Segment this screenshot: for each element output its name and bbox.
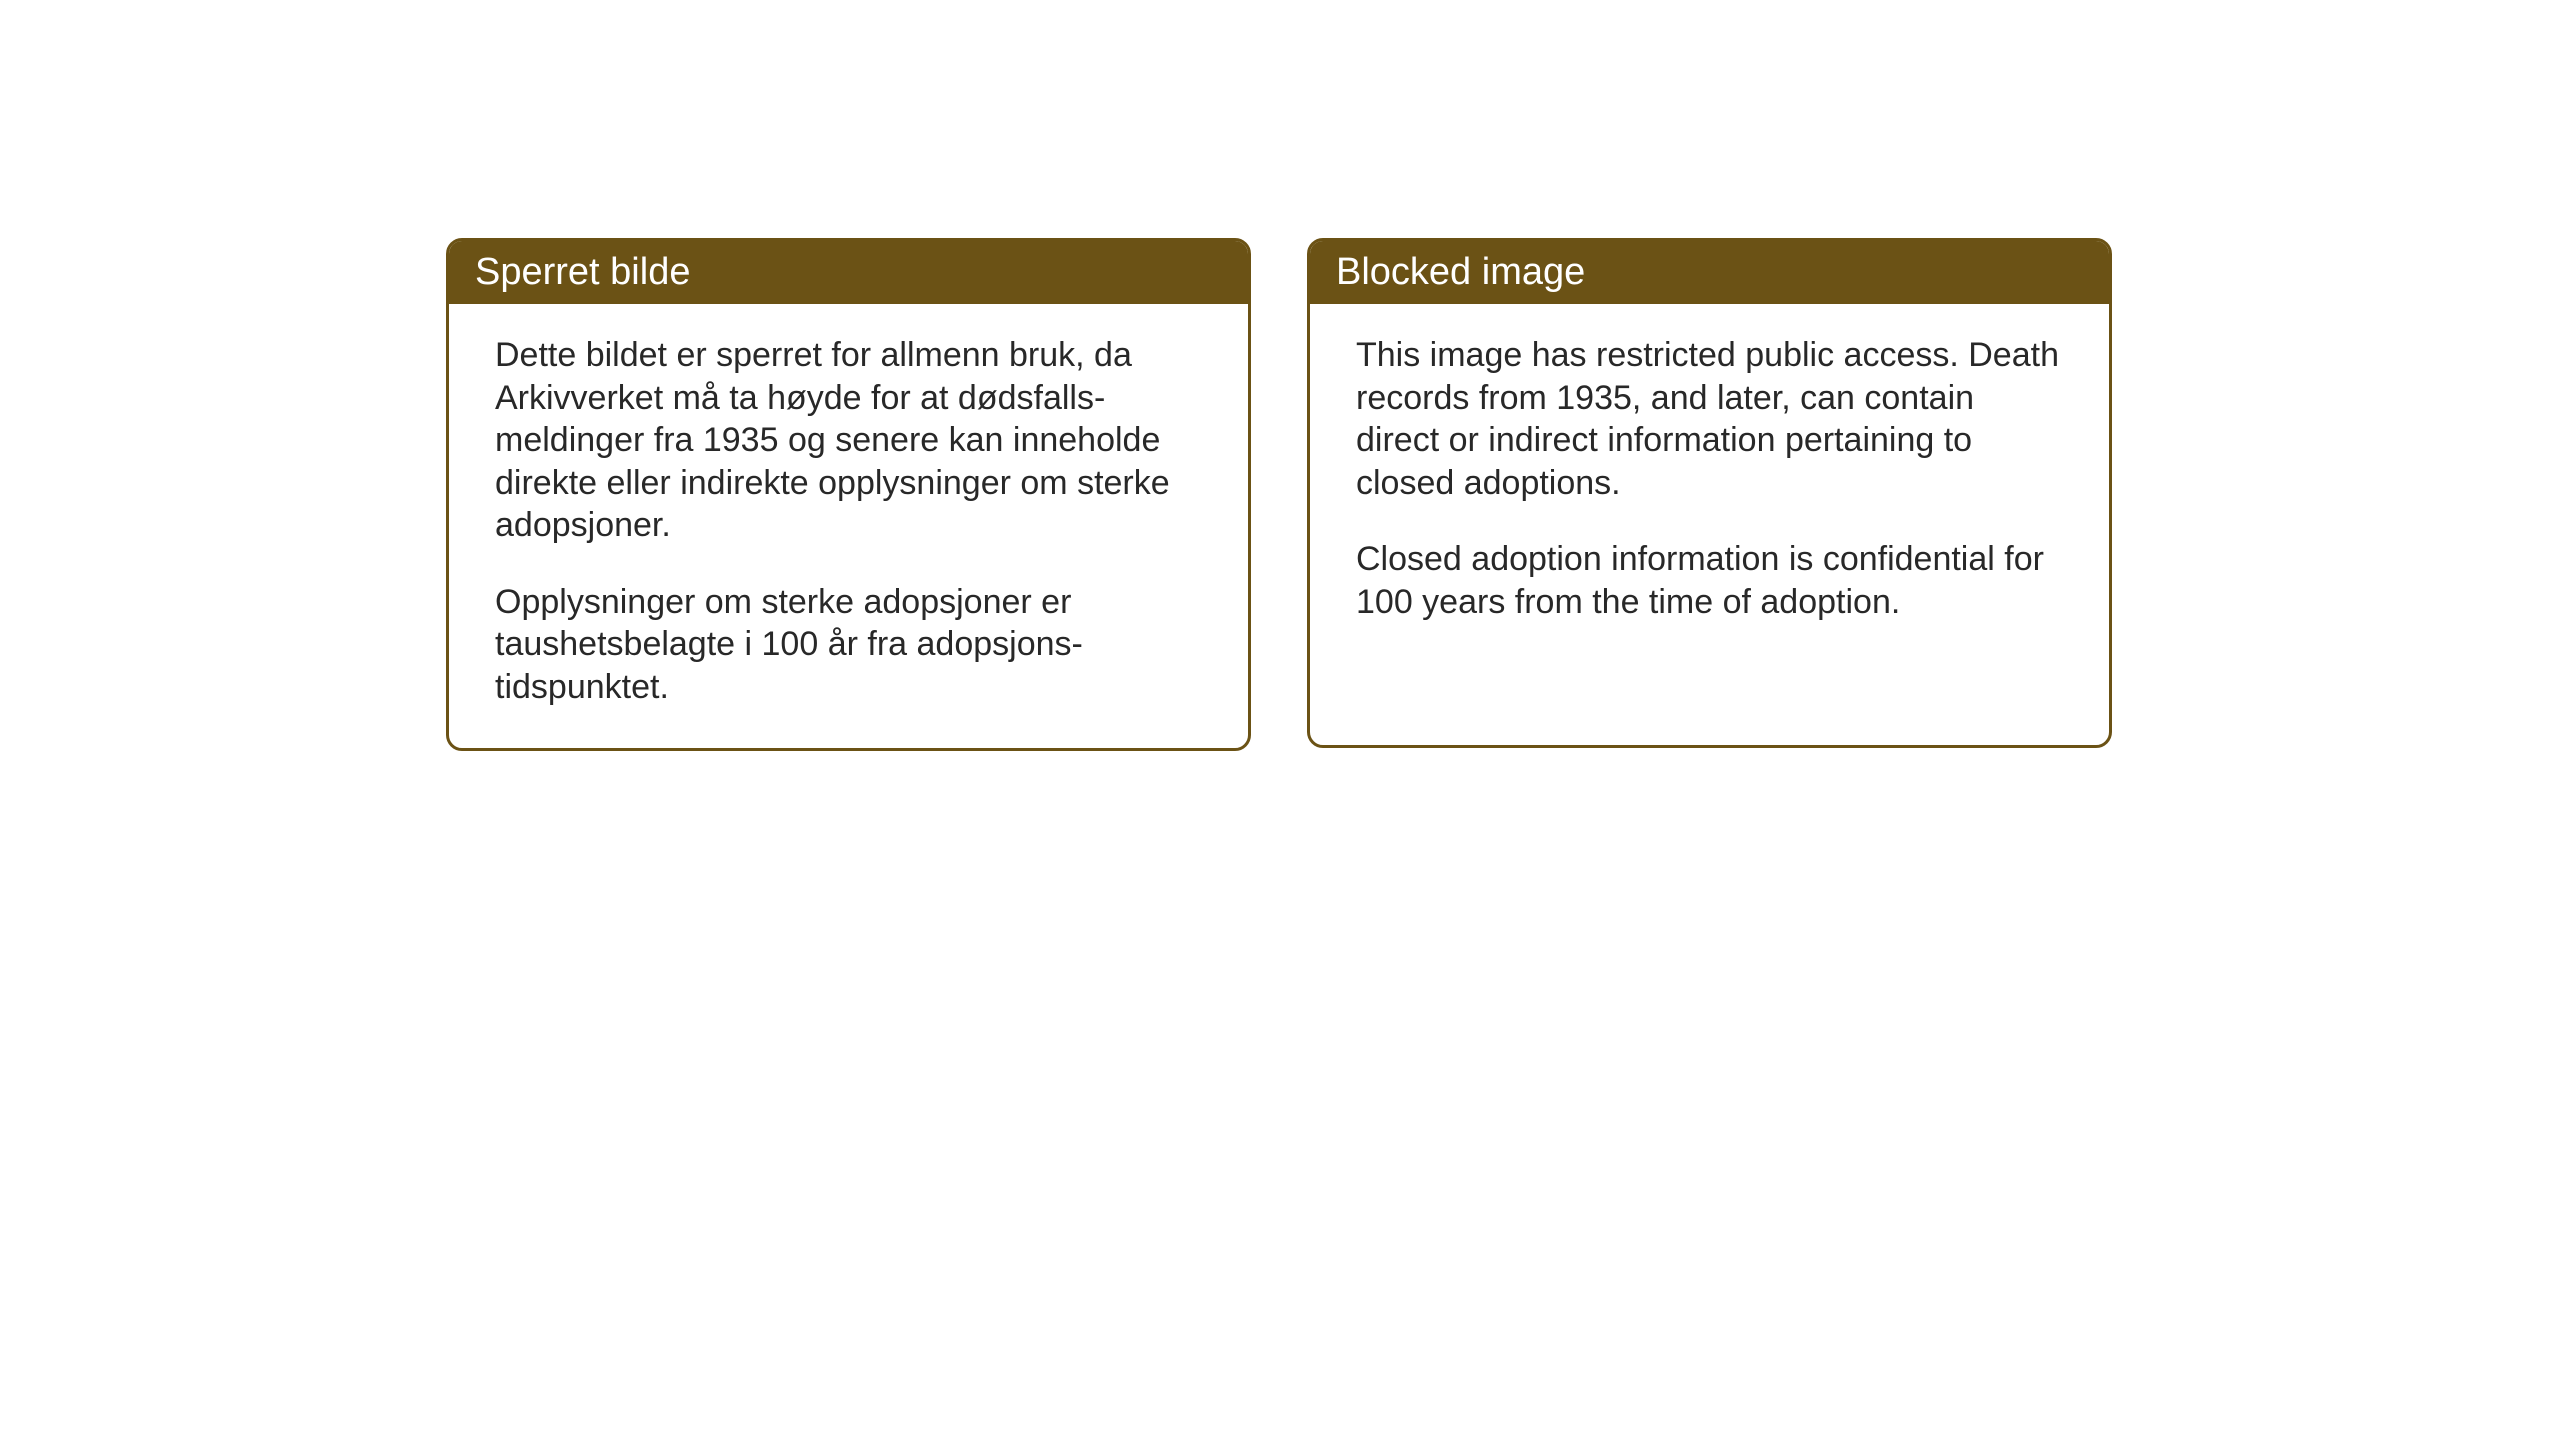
notice-card-norwegian: Sperret bilde Dette bildet er sperret fo… [446, 238, 1251, 751]
card-title-english: Blocked image [1336, 251, 1585, 293]
card-title-norwegian: Sperret bilde [475, 251, 690, 293]
card-header-norwegian: Sperret bilde [449, 241, 1248, 304]
notice-container: Sperret bilde Dette bildet er sperret fo… [446, 238, 2112, 751]
card-body-norwegian: Dette bildet er sperret for allmenn bruk… [449, 304, 1248, 748]
card-para1-english: This image has restricted public access.… [1356, 334, 2063, 504]
card-header-english: Blocked image [1310, 241, 2109, 304]
card-para1-norwegian: Dette bildet er sperret for allmenn bruk… [495, 334, 1202, 547]
notice-card-english: Blocked image This image has restricted … [1307, 238, 2112, 748]
card-body-english: This image has restricted public access.… [1310, 304, 2109, 663]
card-para2-norwegian: Opplysninger om sterke adopsjoner er tau… [495, 581, 1202, 709]
card-para2-english: Closed adoption information is confident… [1356, 538, 2063, 623]
